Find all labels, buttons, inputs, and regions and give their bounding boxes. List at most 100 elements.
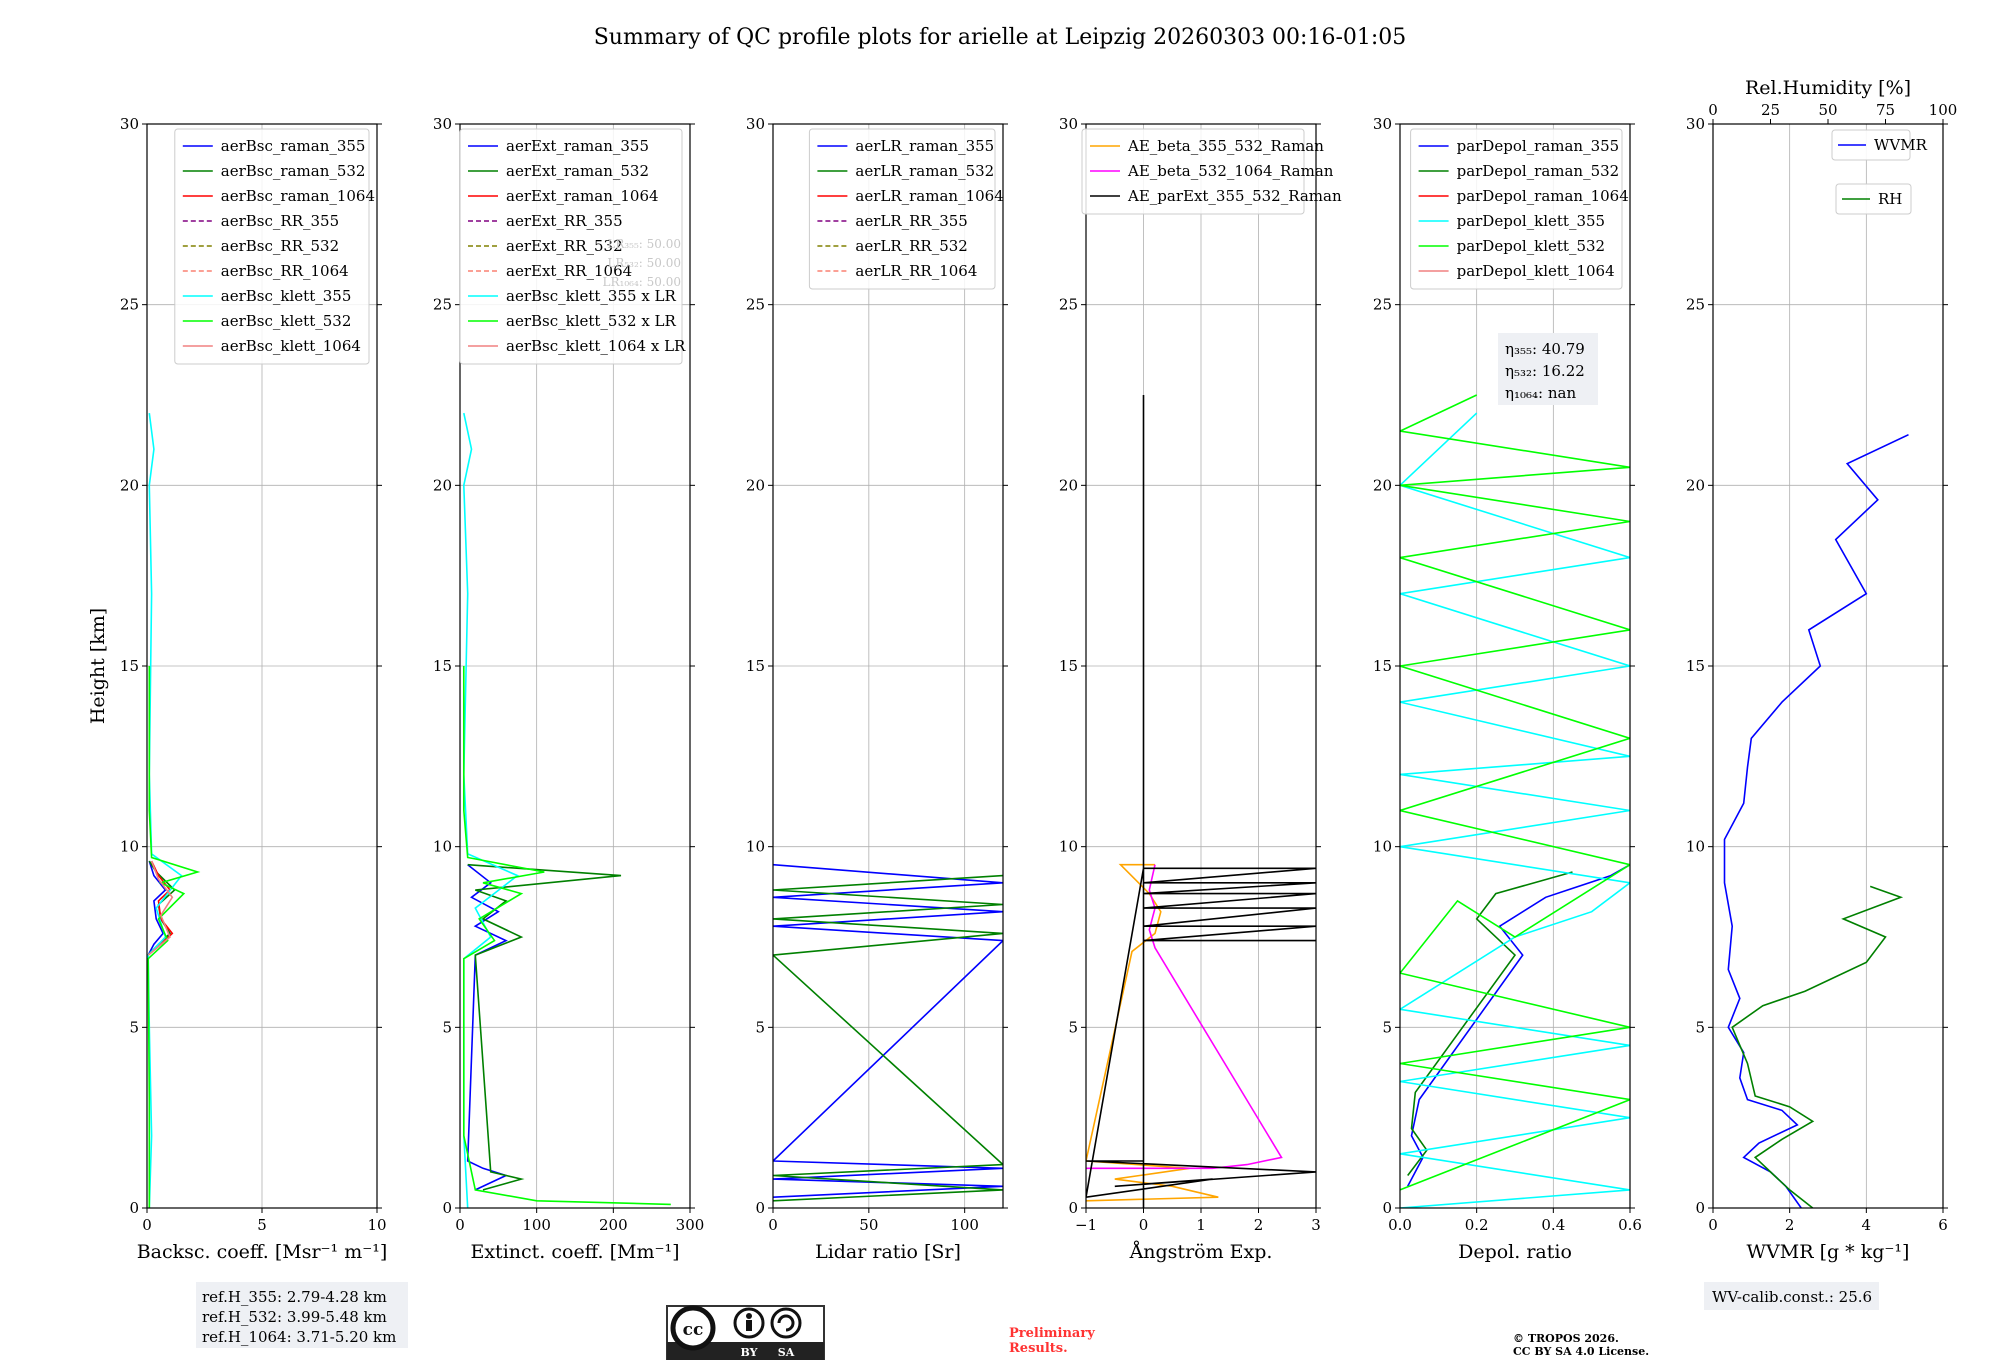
series-group	[773, 863, 1003, 1202]
y-tick-label: 10	[1373, 838, 1392, 856]
panel-lidar-ratio: 0 5 10 15 20 25 30 0 50 100 Lidar ratio [Sr] aerLR_…	[746, 115, 1008, 1263]
figure-title: Summary of QC profile plots for arielle …	[594, 25, 1407, 50]
y-tick-label: 5	[1068, 1018, 1078, 1036]
legend-box	[1410, 128, 1623, 290]
legend-label: RH	[1878, 190, 1902, 208]
series-line-AE_parExt_355_532_Raman	[1086, 395, 1316, 1208]
legend-box	[174, 128, 370, 365]
x-tick-label: 300	[676, 1216, 705, 1234]
legend-label: aerBsc_raman_1064	[221, 187, 375, 205]
legend-label: aerBsc_klett_355	[221, 287, 352, 305]
y-tick-label: 25	[1686, 296, 1705, 314]
series-line-aerExt_raman_532	[467, 863, 622, 1191]
legend-label: WVMR	[1874, 136, 1928, 154]
x-tick-label: 2	[1785, 1216, 1795, 1234]
eta-annotation: η₃₅₅: 40.79 η₅₃₂: 16.22 η₁₀₆₄: nan	[1498, 333, 1598, 405]
series-line-aerBsc_klett_532	[147, 666, 201, 1208]
legend-label: aerLR_raman_355	[855, 137, 994, 155]
x-tick-label: 100	[522, 1216, 551, 1234]
panel-backscatter: 0 5 10 15 20 25 30 0 5 10 Backsc. coeff. [Msr⁻¹ m⁻…	[87, 115, 408, 1348]
y-tick-label: 30	[120, 115, 139, 133]
y-tick-label: 0	[755, 1199, 765, 1217]
reference-height-box: ref.H_355: 2.79-4.28 km ref.H_532: 3.99-5…	[196, 1282, 408, 1348]
x-axis-label: Ångström Exp.	[1129, 1241, 1273, 1263]
legend-label: aerLR_RR_355	[855, 212, 967, 230]
y-tick-label: 10	[746, 838, 765, 856]
cc-icon	[670, 1305, 716, 1351]
y-tick-label: 20	[120, 476, 139, 494]
legend-label: AE_beta_355_532_Raman	[1127, 137, 1324, 155]
reference-height: ref.H_532: 3.99-5.48 km	[202, 1308, 387, 1326]
legend-label: aerExt_raman_355	[506, 137, 649, 155]
y-tick-label: 25	[746, 296, 765, 314]
x-tick-label: 0.6	[1618, 1216, 1642, 1234]
x2-tick-label: 75	[1876, 101, 1895, 119]
series-line-parDepol_klett_355	[1400, 412, 1630, 1208]
x-tick-label: 0	[455, 1216, 465, 1234]
legend-label: parDepol_klett_532	[1457, 237, 1606, 255]
x-tick-label: 100	[950, 1216, 979, 1234]
series-line-AE_beta_355_532_Raman	[1086, 863, 1219, 1202]
x-tick-label: 0.0	[1388, 1216, 1412, 1234]
x-tick-label: 3	[1311, 1216, 1321, 1234]
series-line-aerBsc_klett_1064	[147, 860, 174, 956]
legend-label: aerExt_raman_532	[506, 162, 649, 180]
copyright-line2: CC BY SA 4.0 License.	[1513, 1345, 1649, 1358]
x2-tick-label: 100	[1929, 101, 1958, 119]
legend-label: parDepol_raman_355	[1457, 137, 1620, 155]
infobox-bg	[196, 1282, 408, 1348]
y-tick-label: 10	[433, 838, 452, 856]
y-tick-label: 5	[442, 1018, 452, 1036]
annotation-box	[1498, 333, 1598, 405]
y-tick-label: 30	[1686, 115, 1705, 133]
x-axis-label: Lidar ratio [Sr]	[815, 1241, 961, 1263]
x2-tick-label: 0	[1708, 101, 1718, 119]
legend-label: aerBsc_klett_1064	[221, 337, 361, 355]
eta-value: η₅₃₂: 16.22	[1505, 362, 1585, 380]
lr-annotation: LR₅₃₂: 50.00	[607, 256, 681, 270]
legend-label: aerLR_RR_1064	[855, 262, 977, 280]
series-line-parDepol_raman_532	[1407, 871, 1573, 1176]
x-tick-label: 0	[1139, 1216, 1149, 1234]
legend-box	[808, 128, 996, 290]
x-tick-label: 0	[142, 1216, 152, 1234]
legend-label: aerBsc_klett_532 x LR	[506, 312, 677, 330]
legend-box	[1831, 129, 1911, 161]
y-tick-label: 0	[442, 1199, 452, 1217]
y-tick-label: 25	[120, 296, 139, 314]
copyright-line1: © TROPOS 2026.	[1513, 1332, 1619, 1345]
legend-box	[1081, 128, 1305, 215]
y-tick-label: 10	[1059, 838, 1078, 856]
legend-RH: RH	[1835, 183, 1912, 215]
series-line-aerLR_raman_355	[773, 863, 1003, 1198]
y-tick-label: 20	[746, 476, 765, 494]
legend-label: aerBsc_klett_355 x LR	[506, 287, 677, 305]
eta-value: η₃₅₅: 40.79	[1505, 340, 1585, 358]
sa-icon	[770, 1307, 802, 1339]
legend-label: parDepol_klett_1064	[1457, 262, 1615, 280]
legend-label: aerBsc_raman_355	[221, 137, 366, 155]
lr-annotation: LR₃₅₅: 50.00	[607, 237, 681, 251]
infobox-bg	[1704, 1282, 1879, 1310]
y-tick-label: 5	[755, 1018, 765, 1036]
legend: parDepol_raman_355 parDepol_raman_532 parD…	[1410, 128, 1629, 290]
legend-label: aerBsc_RR_355	[221, 212, 339, 230]
y-tick-label: 20	[433, 476, 452, 494]
y-tick-label: 30	[746, 115, 765, 133]
legend-label: AE_parExt_355_532_Raman	[1127, 187, 1342, 205]
y-tick-label: 15	[433, 657, 452, 675]
x2-tick-label: 50	[1818, 101, 1837, 119]
legend-label: aerBsc_RR_1064	[221, 262, 349, 280]
legend-label: aerBsc_klett_532	[221, 312, 352, 330]
eta-value: η₁₀₆₄: nan	[1505, 384, 1576, 402]
y-tick-label: 15	[120, 657, 139, 675]
x-tick-label: 0	[1708, 1216, 1718, 1234]
legend-label: parDepol_raman_532	[1457, 162, 1620, 180]
legend-label: aerBsc_klett_1064 x LR	[506, 337, 686, 355]
x-tick-label: 5	[257, 1216, 267, 1234]
legend-label: aerExt_RR_355	[506, 212, 623, 230]
series-line-WVMR	[1723, 433, 1909, 1208]
